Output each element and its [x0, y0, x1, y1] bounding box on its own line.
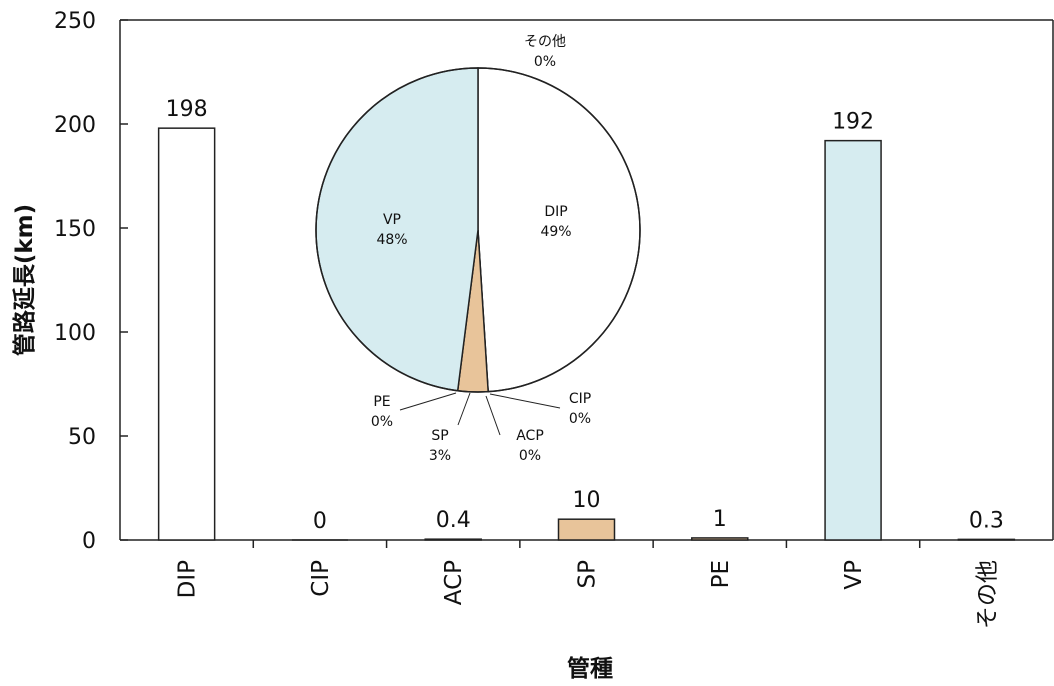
- y-tick-label: 0: [82, 529, 96, 554]
- x-tick-label: その他: [974, 560, 1000, 629]
- pie-leader-line: [457, 392, 471, 426]
- bar-value-label: 10: [573, 488, 601, 513]
- pie-slice-percent: 0%: [534, 54, 556, 70]
- pie-slice-label: PE: [373, 394, 390, 410]
- bar-value-label: 0.4: [436, 508, 471, 533]
- pie-slice-VP: [315, 67, 479, 392]
- value-labels: 198 0 0.4 10 1 192 0.3: [166, 97, 1004, 534]
- pie-slice-percent: 49%: [540, 224, 571, 240]
- x-tick-label: PE: [708, 560, 734, 588]
- pie-slice-label: その他: [524, 34, 566, 50]
- x-tick-label: VP: [841, 560, 867, 590]
- pie-slice-percent: 0%: [519, 448, 541, 464]
- pie-leader-line: [485, 395, 501, 436]
- pie-leader-line: [399, 392, 457, 411]
- pie-slice-percent: 3%: [429, 448, 451, 464]
- y-tick-label: 50: [68, 425, 96, 450]
- pie-outline: [315, 67, 641, 393]
- y-tick-label: 100: [54, 321, 96, 346]
- bar-value-label: 192: [832, 110, 874, 135]
- x-tick-label: ACP: [441, 560, 467, 605]
- bar-value-label: 0: [313, 509, 327, 534]
- pie-slice-percent: 48%: [376, 232, 407, 248]
- y-tick-label: 250: [54, 9, 96, 34]
- bar-value-label: 1: [713, 507, 727, 532]
- bar-その他: [957, 538, 1016, 541]
- pie-leader-line: [489, 393, 561, 409]
- pie-chart: DIP 49% CIP 0% ACP 0% SP 3% PE 0% VP 48% その他 0%: [315, 34, 641, 464]
- bar-SP: [557, 518, 616, 541]
- bar-series: [157, 127, 1016, 541]
- x-tick-label: CIP: [308, 560, 334, 597]
- x-tick-label: SP: [575, 560, 601, 589]
- bar-PE: [691, 537, 749, 541]
- x-axis-title: 管種: [567, 655, 613, 682]
- bar-value-label: 198: [166, 97, 208, 122]
- bar-value-label: 0.3: [969, 508, 1004, 533]
- pie-slice-label: VP: [383, 212, 401, 228]
- bar-ACP: [424, 538, 482, 541]
- pie-slice-label: ACP: [516, 428, 544, 444]
- plot-area: [119, 19, 1054, 541]
- x-tick-label: DIP: [175, 560, 201, 598]
- pie-slice-percent: 0%: [569, 411, 591, 427]
- bar-VP: [824, 139, 882, 541]
- bar-DIP: [157, 127, 216, 541]
- x-axis: DIP CIP ACP SP PE VP その他: [175, 540, 1000, 629]
- y-axis: 0 50 100 150 200 250: [54, 9, 128, 554]
- pie-slice-percent: 0%: [371, 414, 393, 430]
- pie-slice-label: DIP: [544, 204, 567, 220]
- y-axis-title: 管路延長(km): [11, 204, 38, 356]
- y-tick-label: 200: [54, 113, 96, 138]
- pie-slice-label: SP: [431, 428, 448, 444]
- pie-slice-label: CIP: [569, 391, 591, 407]
- y-tick-label: 150: [54, 217, 96, 242]
